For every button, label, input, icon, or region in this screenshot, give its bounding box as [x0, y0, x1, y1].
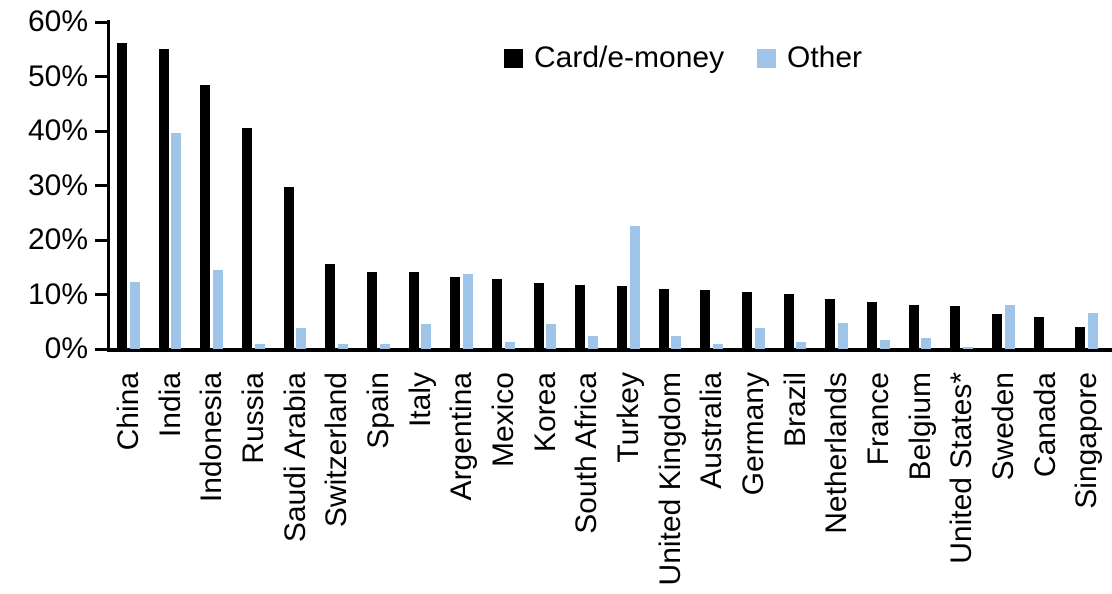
y-axis-tick-20: [95, 238, 108, 242]
x-axis-label-argentina: Argentina: [445, 372, 478, 501]
x-axis-label-mexico: Mexico: [487, 372, 520, 468]
bar-other-china: [130, 282, 140, 349]
bar-other-brazil: [796, 342, 806, 349]
x-axis-label-united-kingdom: United Kingdom: [654, 372, 687, 586]
y-axis-line: [107, 20, 110, 351]
y-axis-tick-60: [95, 20, 108, 24]
bar-other-spain: [380, 344, 390, 349]
y-axis-label-50: 50%: [27, 59, 88, 93]
y-axis-label-60: 60%: [27, 5, 88, 38]
bar-card-e-money-turkey: [617, 286, 627, 349]
bar-card-e-money-india: [159, 49, 169, 349]
y-axis-label-20: 20%: [27, 223, 88, 256]
x-axis-label-netherlands: Netherlands: [820, 372, 853, 534]
bar-card-e-money-south-africa: [575, 285, 585, 349]
bar-other-turkey: [630, 226, 640, 349]
bar-other-saudi-arabia: [296, 328, 306, 349]
x-axis-label-china: China: [112, 372, 145, 451]
x-axis-label-canada: Canada: [1029, 372, 1062, 478]
x-axis-label-belgium: Belgium: [904, 372, 937, 481]
bar-card-e-money-australia: [700, 290, 710, 349]
bar-card-e-money-france: [867, 302, 877, 349]
x-axis-label-south-africa: South Africa: [570, 372, 603, 534]
bar-card-e-money-switzerland: [325, 264, 335, 349]
bar-card-e-money-saudi-arabia: [284, 187, 294, 349]
y-axis-tick-50: [95, 75, 108, 78]
x-axis-label-australia: Australia: [695, 372, 728, 489]
bar-other-russia: [255, 344, 265, 349]
x-axis-label-singapore: Singapore: [1070, 372, 1103, 509]
bar-other-netherlands: [838, 323, 848, 349]
y-axis-label-30: 30%: [27, 168, 88, 202]
y-axis-label-10: 10%: [27, 277, 88, 311]
x-axis-label-united-states: United States*: [945, 372, 978, 564]
legend-swatch-other: [757, 48, 776, 68]
x-axis-label-indonesia: Indonesia: [195, 372, 228, 503]
bar-card-e-money-sweden: [992, 314, 1002, 349]
x-axis-label-turkey: Turkey: [612, 372, 645, 463]
bar-other-united-states: [963, 347, 973, 349]
bar-card-e-money-united-states: [950, 306, 960, 349]
bar-other-india: [171, 133, 181, 349]
bar-card-e-money-belgium: [909, 305, 919, 349]
bar-card-e-money-germany: [742, 292, 752, 349]
bar-other-argentina: [463, 274, 473, 349]
bar-card-e-money-singapore: [1075, 327, 1085, 349]
bar-card-e-money-canada: [1034, 317, 1044, 349]
bar-other-united-kingdom: [671, 336, 681, 349]
y-axis-tick-10: [95, 293, 108, 296]
x-axis-label-italy: Italy: [404, 372, 437, 428]
bar-other-france: [880, 340, 890, 349]
x-axis-label-france: France: [862, 372, 895, 466]
x-axis-label-sweden: Sweden: [987, 372, 1020, 481]
x-axis-label-switzerland: Switzerland: [320, 372, 353, 528]
bar-card-e-money-korea: [534, 283, 544, 349]
y-axis-label-0: 0%: [44, 332, 88, 365]
bar-card-e-money-spain: [367, 272, 377, 349]
bar-other-italy: [421, 324, 431, 349]
bar-card-e-money-united-kingdom: [659, 289, 669, 349]
bar-other-switzerland: [338, 344, 348, 349]
x-axis-label-russia: Russia: [237, 372, 270, 464]
bar-other-mexico: [505, 342, 515, 349]
legend-label-card-e-money: Card/e-money: [534, 41, 725, 74]
bar-card-e-money-mexico: [492, 279, 502, 349]
x-axis-label-india: India: [154, 372, 187, 438]
legend-item-card-e-money: Card/e-money: [504, 42, 724, 74]
legend-label-other: Other: [787, 41, 863, 74]
x-axis-label-germany: Germany: [737, 372, 770, 496]
legend-item-other: Other: [757, 42, 862, 74]
bar-other-south-africa: [588, 336, 598, 349]
x-axis-label-korea: Korea: [529, 372, 562, 453]
y-axis-label-40: 40%: [27, 114, 88, 147]
x-axis-label-brazil: Brazil: [779, 372, 812, 448]
bar-other-sweden: [1005, 305, 1015, 349]
bar-other-australia: [713, 344, 723, 349]
x-axis-label-spain: Spain: [362, 372, 395, 449]
bar-card-e-money-italy: [409, 272, 419, 349]
y-axis-tick-0: [95, 347, 108, 351]
bar-other-belgium: [921, 338, 931, 349]
bar-card-e-money-netherlands: [825, 299, 835, 349]
bar-other-indonesia: [213, 270, 223, 349]
x-axis-label-saudi-arabia: Saudi Arabia: [279, 372, 312, 543]
x-axis-line: [107, 348, 1112, 352]
bar-other-korea: [546, 324, 556, 349]
bar-other-germany: [755, 328, 765, 349]
bar-card-e-money-brazil: [784, 294, 794, 349]
bar-card-e-money-china: [117, 43, 127, 349]
bar-card-e-money-russia: [242, 128, 252, 349]
y-axis-tick-30: [95, 184, 108, 187]
bar-card-e-money-indonesia: [200, 85, 210, 349]
legend-swatch-card-e-money: [504, 48, 523, 68]
y-axis-tick-40: [95, 129, 108, 133]
bar-card-e-money-argentina: [450, 277, 460, 349]
bar-other-singapore: [1088, 313, 1098, 349]
